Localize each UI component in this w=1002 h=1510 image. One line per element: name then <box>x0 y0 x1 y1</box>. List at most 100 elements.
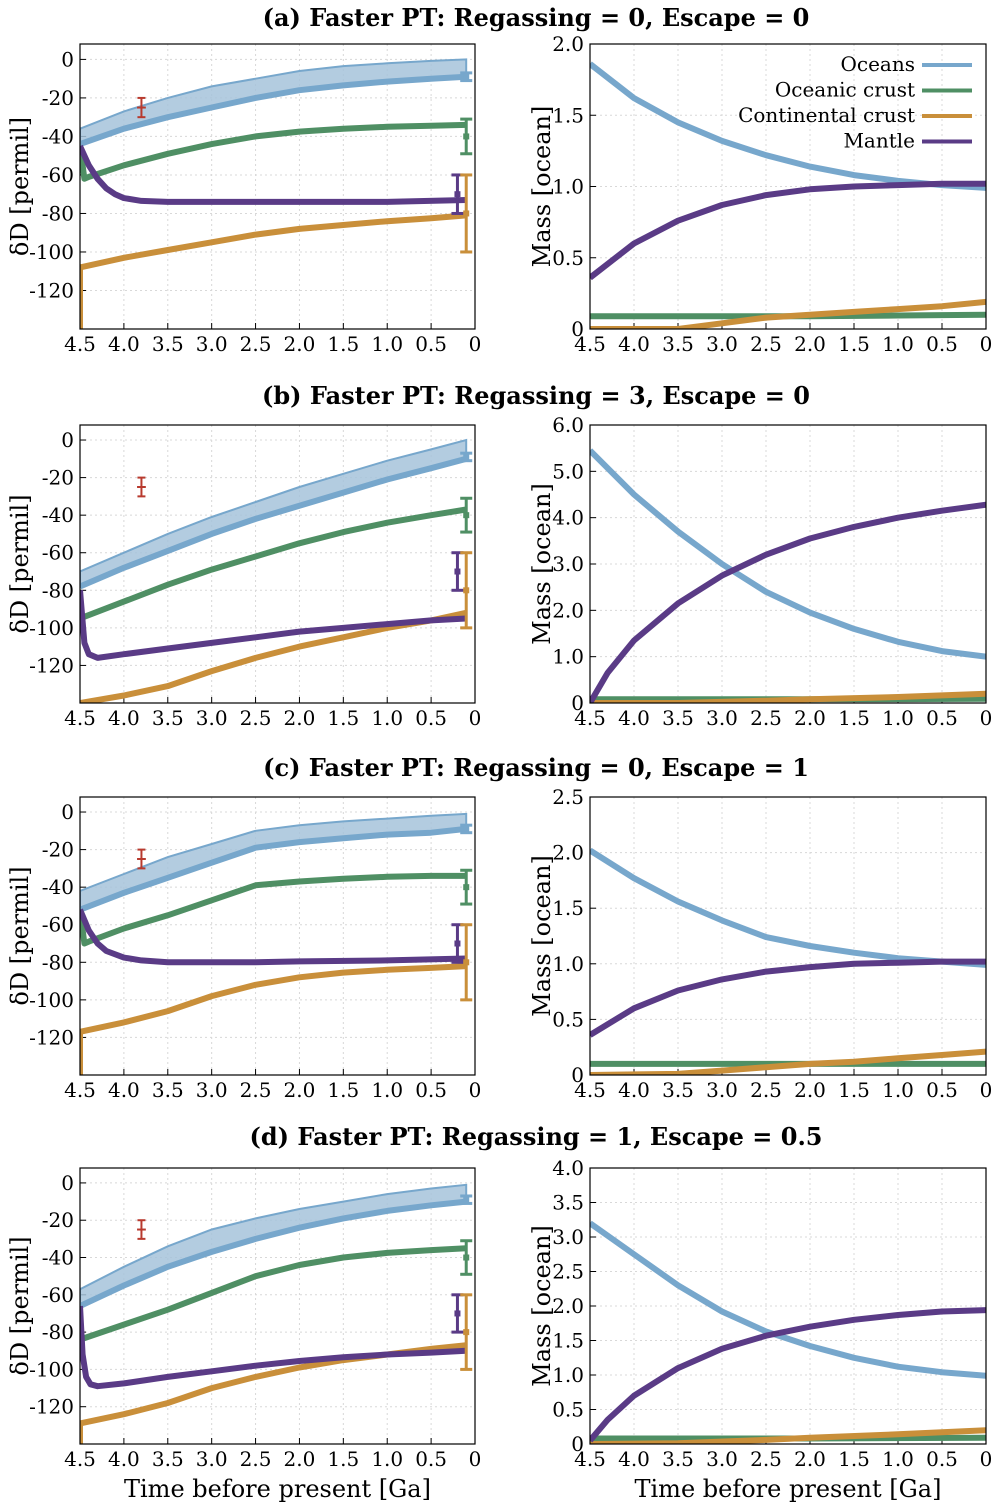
x-tick-label: 3.5 <box>152 1078 184 1102</box>
plot-b-left: 4.5 4.0 3.5 3.0 2.5 2.0 1.5 1.0 0.5 0 0 -20 -40 -60 -8… <box>6 424 481 730</box>
y-tick-label: 2.0 <box>552 841 584 865</box>
plot-d-right: 4.5 4.0 3.5 3.0 2.5 2.0 1.5 1.0 0.5 0 0 0.5 1.0 1.5 2.… <box>528 1156 992 1503</box>
y-tick-label: -100 <box>29 240 74 264</box>
plot-area <box>80 812 468 1075</box>
legend-label: Mantle <box>843 129 915 153</box>
x-tick-label: 3.0 <box>196 1078 228 1102</box>
series-line-mantle <box>590 180 986 281</box>
series-line-mantle <box>80 1305 467 1390</box>
plot-a-right: 4.5 4.0 3.5 3.0 2.5 2.0 1.5 1.0 0.5 0 0 0.5 1.0 1.5 2.… <box>528 32 992 356</box>
x-tick-label: 4.5 <box>574 706 606 730</box>
y-tick-label: 0 <box>61 1171 74 1195</box>
errorbar-marker <box>463 884 470 891</box>
plot-c-right: 4.5 4.0 3.5 3.0 2.5 2.0 1.5 1.0 0.5 0 0 0.5 1.0 1.5 2.… <box>528 785 992 1102</box>
axes-frame <box>589 796 987 1076</box>
y-axis-label: Mass [ocean] <box>528 1225 556 1387</box>
series-line-oceanic-crust <box>80 872 467 947</box>
errorbar-marker <box>463 1196 470 1203</box>
x-tick-label: 1.0 <box>882 706 914 730</box>
y-tick-label: 0 <box>61 800 74 824</box>
x-tick-label: 4.5 <box>64 706 96 730</box>
x-tick-label: 0 <box>980 1447 993 1471</box>
x-tick-label: 0 <box>469 332 482 356</box>
y-tick-label: 1.0 <box>552 175 584 199</box>
x-tick-label: 1.5 <box>327 1447 359 1471</box>
y-tick-label: -40 <box>42 503 74 527</box>
y-tick-label: 4.0 <box>552 506 584 530</box>
x-tick-label: 3.5 <box>152 706 184 730</box>
x-tick-label: 3.5 <box>152 332 184 356</box>
x-tick-label: 2.5 <box>240 1078 272 1102</box>
y-tick-label: 3.0 <box>552 552 584 576</box>
y-axis-label: Mass [ocean] <box>528 855 556 1017</box>
x-tick-label: 1.0 <box>371 706 403 730</box>
errorbar-marker <box>454 1310 461 1317</box>
y-tick-label: -20 <box>42 1208 74 1232</box>
y-tick-label: 0 <box>61 47 74 71</box>
axes-frame <box>589 424 987 704</box>
plot-area <box>590 847 986 1075</box>
y-tick-label: -100 <box>29 988 74 1012</box>
y-tick-label: -40 <box>42 124 74 148</box>
x-tick-label: 1.0 <box>882 332 914 356</box>
ocean-uncertainty-band <box>80 58 468 146</box>
plot-a-left: 4.5 4.0 3.5 3.0 2.5 2.0 1.5 1.0 0.5 0 0 -20 -40 -60 -8… <box>6 43 482 356</box>
x-tick-label: 0.5 <box>415 1078 447 1102</box>
x-tick-label: 1.5 <box>327 706 359 730</box>
y-tick-label: -20 <box>42 86 74 110</box>
x-tick-label: 0.5 <box>926 706 958 730</box>
y-tick-label: 0 <box>571 1063 584 1087</box>
y-tick-label: 0 <box>61 428 74 452</box>
errorbar-marker <box>463 73 470 80</box>
x-tick-label: 3.5 <box>662 1447 694 1471</box>
y-tick-label: 2.0 <box>552 32 584 56</box>
series-line-continental-crust <box>590 690 986 703</box>
y-tick-label: -120 <box>29 1025 74 1049</box>
x-tick-label: 3.0 <box>196 1447 228 1471</box>
x-tick-label: 3.0 <box>706 332 738 356</box>
plot-area <box>590 448 986 703</box>
y-axis-label: Mass [ocean] <box>528 483 556 645</box>
errorbar-marker <box>463 959 470 966</box>
x-tick-label: 4.0 <box>108 706 140 730</box>
x-tick-label: 4.0 <box>618 1447 650 1471</box>
y-tick-label: -60 <box>42 541 74 565</box>
series-line-oceans <box>590 1220 986 1379</box>
series-line-oceans <box>590 847 986 968</box>
y-axis-label: δD [permil] <box>6 494 34 633</box>
y-tick-label: 1.5 <box>552 896 584 920</box>
series-line-oceans <box>590 448 986 660</box>
y-tick-label: 1.0 <box>552 1363 584 1387</box>
series-line-mantle <box>80 908 467 966</box>
x-tick-label: 0 <box>980 1078 993 1102</box>
y-tick-label: -120 <box>29 653 74 677</box>
plot-d-left: 4.5 4.0 3.5 3.0 2.5 2.0 1.5 1.0 0.5 0 0 -20 -40 -60 -8… <box>6 1167 481 1503</box>
axes-frame <box>589 1167 987 1445</box>
series-line-continental-crust <box>80 1342 467 1444</box>
series-line-mantle <box>80 590 467 661</box>
y-tick-label: 2.5 <box>552 785 584 809</box>
x-tick-label: 0.5 <box>926 332 958 356</box>
x-tick-label: 1.5 <box>838 1078 870 1102</box>
y-tick-label: 5.0 <box>552 459 584 483</box>
x-tick-label: 2.0 <box>794 332 826 356</box>
x-tick-label: 4.0 <box>618 706 650 730</box>
y-axis-label: δD [permil] <box>6 1236 34 1375</box>
x-tick-label: 2.0 <box>794 1447 826 1471</box>
x-tick-label: 4.5 <box>64 1447 96 1471</box>
series-line-oceans <box>80 825 467 913</box>
y-tick-label: 3.0 <box>552 1225 584 1249</box>
y-tick-label: 2.0 <box>552 1294 584 1318</box>
series-line-oceanic-crust <box>80 121 467 182</box>
errorbar-marker <box>463 1329 470 1336</box>
y-tick-label: 3.5 <box>552 1191 584 1215</box>
x-tick-label: 0 <box>469 1078 482 1102</box>
y-tick-label: -20 <box>42 466 74 490</box>
x-tick-label: 3.0 <box>706 706 738 730</box>
errorbar-marker <box>463 453 470 460</box>
x-tick-label: 2.0 <box>284 1447 316 1471</box>
errorbar-marker <box>463 825 470 832</box>
y-tick-label: -120 <box>29 278 74 302</box>
x-tick-label: 2.0 <box>284 706 316 730</box>
y-tick-label: 0.5 <box>552 1007 584 1031</box>
